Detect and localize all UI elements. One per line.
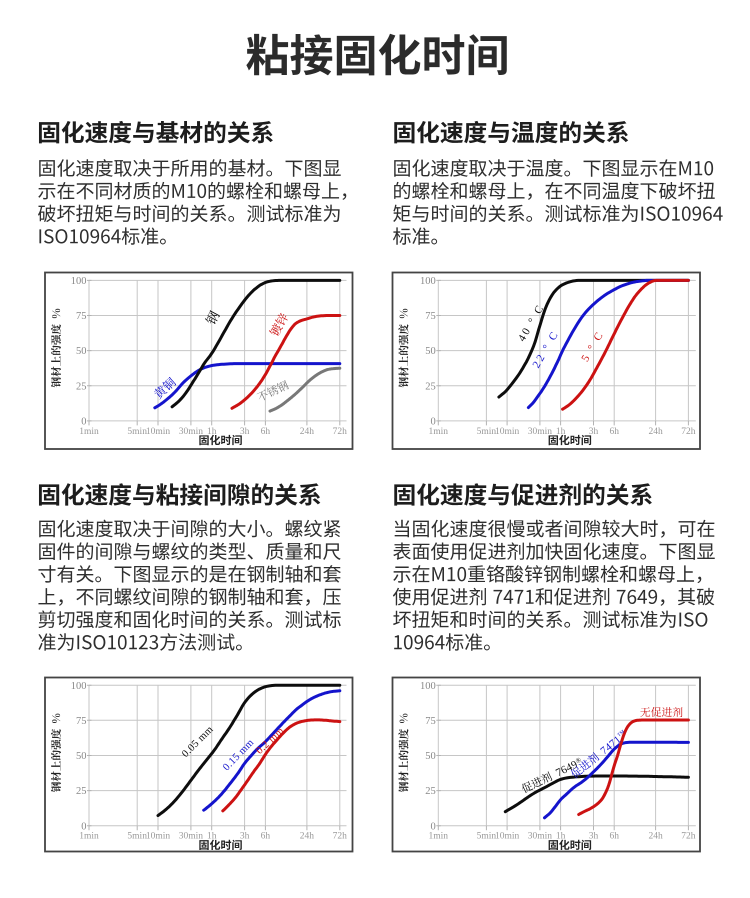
svg-text:72h: 72h <box>681 427 696 437</box>
svg-text:25: 25 <box>76 786 87 797</box>
svg-text:100: 100 <box>71 681 87 692</box>
svg-text:75: 75 <box>425 716 436 727</box>
svg-text:75: 75 <box>76 311 87 322</box>
svg-text:25: 25 <box>76 381 87 392</box>
svg-text:72h: 72h <box>681 832 696 842</box>
svg-text:5min: 5min <box>127 427 147 437</box>
svg-text:72h: 72h <box>333 832 348 842</box>
svg-text:1h: 1h <box>556 832 566 842</box>
svg-text:10min: 10min <box>495 427 520 437</box>
svg-text:25: 25 <box>425 381 436 392</box>
svg-text:6h: 6h <box>609 427 619 437</box>
svg-text:1min: 1min <box>429 427 449 437</box>
svg-text:50: 50 <box>76 346 87 357</box>
svg-text:30min: 30min <box>179 427 204 437</box>
svg-text:10min: 10min <box>146 427 171 437</box>
svg-text:24h: 24h <box>300 832 315 842</box>
svg-text:0: 0 <box>431 821 436 832</box>
svg-text:25: 25 <box>425 786 436 797</box>
svg-text:0: 0 <box>81 417 86 428</box>
svg-text:100: 100 <box>420 681 436 692</box>
svg-text:0: 0 <box>431 417 436 428</box>
svg-text:75: 75 <box>425 311 436 322</box>
svg-text:100: 100 <box>420 276 436 287</box>
svg-text:1min: 1min <box>79 427 99 437</box>
svg-text:10min: 10min <box>146 832 171 842</box>
svg-text:24h: 24h <box>648 427 663 437</box>
svg-text:50: 50 <box>425 346 436 357</box>
svg-text:100: 100 <box>71 276 87 287</box>
svg-text:5min: 5min <box>477 427 497 437</box>
svg-text:24h: 24h <box>300 427 315 437</box>
svg-text:50: 50 <box>76 751 87 762</box>
svg-text:30min: 30min <box>179 832 204 842</box>
svg-text:0: 0 <box>81 821 86 832</box>
svg-text:30min: 30min <box>528 427 553 437</box>
svg-text:75: 75 <box>76 716 87 727</box>
svg-text:5min: 5min <box>127 832 147 842</box>
svg-text:1h: 1h <box>556 427 566 437</box>
svg-text:®: ® <box>574 755 583 765</box>
svg-text:5min: 5min <box>477 832 497 842</box>
svg-text:6h: 6h <box>609 832 619 842</box>
svg-text:6h: 6h <box>261 832 271 842</box>
svg-text:50: 50 <box>425 751 436 762</box>
svg-text:1h: 1h <box>207 832 217 842</box>
svg-text:3h: 3h <box>589 832 599 842</box>
svg-text:1min: 1min <box>429 832 449 842</box>
svg-text:6h: 6h <box>261 427 271 437</box>
svg-text:3h: 3h <box>240 427 250 437</box>
svg-text:™: ™ <box>615 728 627 740</box>
svg-text:1h: 1h <box>207 427 217 437</box>
svg-text:3h: 3h <box>589 427 599 437</box>
svg-text:3h: 3h <box>240 832 250 842</box>
svg-text:30min: 30min <box>528 832 553 842</box>
svg-text:24h: 24h <box>648 832 663 842</box>
svg-text:10min: 10min <box>495 832 520 842</box>
svg-text:1min: 1min <box>79 832 99 842</box>
svg-text:72h: 72h <box>333 427 348 437</box>
